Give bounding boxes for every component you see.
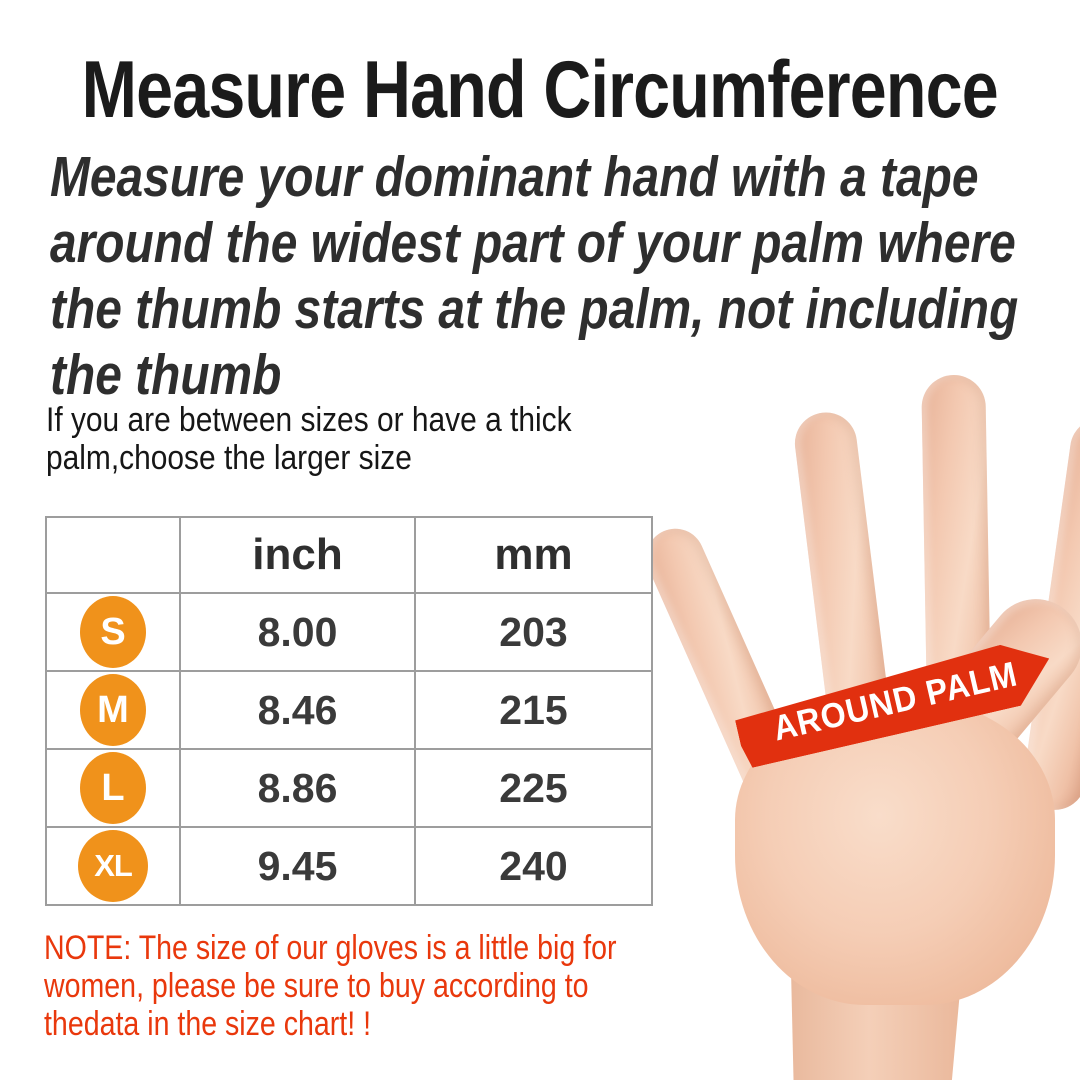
size-badge-s: S [80,596,146,668]
instruction-line: the thumb [50,343,282,407]
mm-value: 225 [414,748,653,828]
size-chart-header-row: inch mm [45,516,653,594]
size-chart-table: inch mm S 8.00 203 M 8.46 215 L 8.86 225… [45,516,653,906]
mm-value: 203 [414,592,653,672]
mm-value: 215 [414,670,653,750]
inch-value: 8.86 [179,748,416,828]
hand-photo: AROUND PALM [637,370,1080,1080]
mm-value: 240 [414,826,653,906]
table-row: S 8.00 203 [45,592,653,672]
measuring-instructions: Measure your dominant hand with a tape a… [50,144,1080,408]
inch-value: 8.00 [179,592,416,672]
inch-value: 9.45 [179,826,416,906]
sizing-warning-note: NOTE: The size of our gloves is a little… [44,929,726,1043]
size-column-header [45,516,181,594]
size-badge-m: M [80,674,146,746]
between-sizes-note: If you are between sizes or have a thick… [46,401,643,477]
mm-column-header: mm [414,516,653,594]
instruction-line: Measure your dominant hand with a tape [50,145,979,209]
table-row: L 8.86 225 [45,748,653,828]
size-badge-l: L [80,752,146,824]
table-row: XL 9.45 240 [45,826,653,906]
table-row: M 8.46 215 [45,670,653,750]
instruction-line: the thumb starts at the palm, not includ… [50,277,1019,341]
page-title: Measure Hand Circumference [81,45,999,135]
note-line: NOTE: The size of our gloves is a little… [44,929,617,967]
between-sizes-line: palm,choose the larger size [46,439,412,477]
size-badge-xl: XL [78,830,148,902]
instruction-line: around the widest part of your palm wher… [50,211,1016,275]
between-sizes-line: If you are between sizes or have a thick [46,401,572,439]
inch-value: 8.46 [179,670,416,750]
inch-column-header: inch [179,516,416,594]
note-line: thedata in the size chart! ! [44,1005,372,1043]
note-line: women, please be sure to buy according t… [44,967,589,1005]
